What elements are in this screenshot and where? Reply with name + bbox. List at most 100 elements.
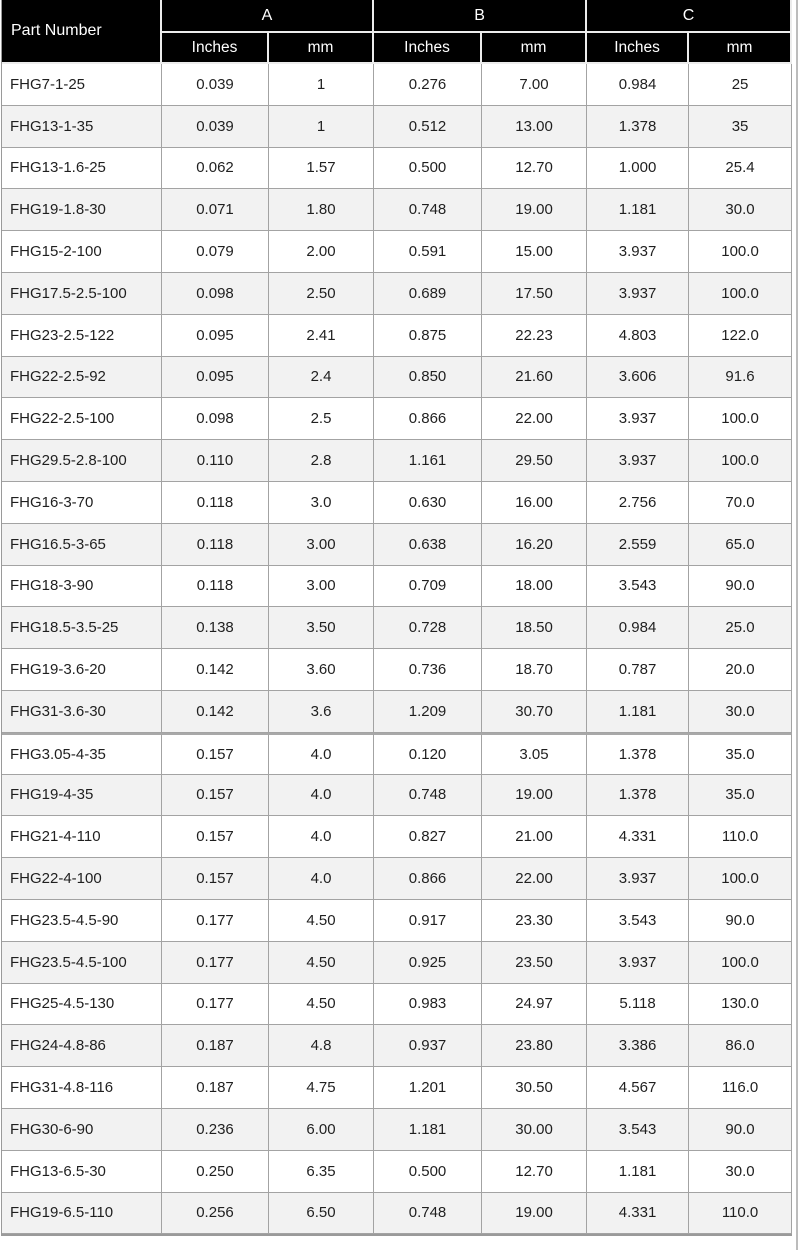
b-mm-cell: 22.00 bbox=[482, 858, 588, 900]
b-mm-cell: 12.70 bbox=[482, 147, 588, 190]
group-header-a: A bbox=[162, 0, 375, 33]
b-mm-cell: 23.50 bbox=[482, 941, 588, 984]
table-row: FHG17.5-2.5-100 0.098 2.50 0.689 17.50 3.937 1… bbox=[2, 272, 793, 315]
b-mm-cell: 3.05 bbox=[482, 732, 588, 775]
a-mm-cell: 1.80 bbox=[269, 189, 375, 232]
table-row: FHG15-2-100 0.079 2.00 0.591 15.00 3.937 100.0 bbox=[2, 231, 793, 273]
part-number-cell: FHG13-1-35 bbox=[2, 105, 162, 148]
b-inches-cell: 0.120 bbox=[374, 732, 483, 775]
table-row: FHG30-6-90 0.236 6.00 1.181 30.00 3.543 90.0 bbox=[2, 1108, 793, 1151]
part-number-cell: FHG30-6-90 bbox=[2, 1108, 162, 1151]
a-mm-cell: 4.0 bbox=[269, 732, 375, 775]
table-row: FHG23-2.5-122 0.095 2.41 0.875 22.23 4.803 122… bbox=[2, 314, 793, 357]
part-number-cell: FHG16-3-70 bbox=[2, 481, 162, 524]
a-mm-cell: 3.0 bbox=[269, 481, 375, 524]
a-inches-cell: 0.142 bbox=[162, 690, 269, 733]
b-mm-cell: 23.80 bbox=[482, 1025, 588, 1068]
b-inches-cell: 0.937 bbox=[374, 1025, 483, 1068]
a-inches-cell: 0.071 bbox=[162, 189, 269, 232]
table-row: FHG13-1-35 0.039 1 0.512 13.00 1.378 35 bbox=[2, 105, 793, 148]
part-number-cell: FHG3.05-4-35 bbox=[2, 732, 162, 775]
c-inches-cell: 3.543 bbox=[587, 899, 690, 942]
group-header-c: C bbox=[587, 0, 793, 33]
a-mm-cell: 3.00 bbox=[269, 523, 375, 566]
part-number-cell: FHG18-3-90 bbox=[2, 565, 162, 608]
b-inches-cell: 0.748 bbox=[374, 189, 483, 232]
a-mm-cell: 3.6 bbox=[269, 690, 375, 733]
part-number-cell: FHG21-4-110 bbox=[2, 816, 162, 859]
a-mm-cell: 2.8 bbox=[269, 440, 375, 482]
table-row: FHG22-2.5-100 0.098 2.5 0.866 22.00 3.937 100.… bbox=[2, 398, 793, 441]
part-number-cell: FHG22-4-100 bbox=[2, 858, 162, 900]
b-inches-cell: 0.748 bbox=[374, 774, 483, 817]
c-mm-cell: 70.0 bbox=[689, 481, 793, 524]
a-mm-cell: 6.00 bbox=[269, 1108, 375, 1151]
b-inches-cell: 0.866 bbox=[374, 858, 483, 900]
table-row: FHG7-1-25 0.039 1 0.276 7.00 0.984 25 bbox=[2, 64, 793, 106]
c-mm-cell: 86.0 bbox=[689, 1025, 793, 1068]
b-inches-cell: 0.983 bbox=[374, 983, 483, 1026]
b-mm-cell: 30.70 bbox=[482, 690, 588, 733]
b-mm-cell: 12.70 bbox=[482, 1150, 588, 1193]
a-inches-cell: 0.118 bbox=[162, 481, 269, 524]
c-mm-cell: 122.0 bbox=[689, 314, 793, 357]
a-inches-cell: 0.187 bbox=[162, 1025, 269, 1068]
c-mm-cell: 65.0 bbox=[689, 523, 793, 566]
b-mm-cell: 22.00 bbox=[482, 398, 588, 441]
a-inches-cell: 0.157 bbox=[162, 858, 269, 900]
b-mm-cell: 17.50 bbox=[482, 272, 588, 315]
part-number-cell: FHG23-2.5-122 bbox=[2, 314, 162, 357]
b-inches-cell: 0.917 bbox=[374, 899, 483, 942]
a-mm-cell: 2.5 bbox=[269, 398, 375, 441]
a-mm-cell: 4.50 bbox=[269, 941, 375, 984]
c-inches-cell: 0.787 bbox=[587, 649, 690, 691]
a-inches-cell: 0.062 bbox=[162, 147, 269, 190]
b-mm-cell: 19.00 bbox=[482, 774, 588, 817]
a-inches-cell: 0.157 bbox=[162, 774, 269, 817]
table-row: FHG19-4-35 0.157 4.0 0.748 19.00 1.378 35.0 bbox=[2, 774, 793, 817]
c-inches-cell: 3.937 bbox=[587, 231, 690, 273]
b-inches-cell: 1.201 bbox=[374, 1067, 483, 1109]
c-inches-header: Inches bbox=[587, 33, 690, 64]
a-inches-cell: 0.095 bbox=[162, 314, 269, 357]
a-inches-cell: 0.157 bbox=[162, 732, 269, 775]
a-mm-header: mm bbox=[269, 33, 375, 64]
b-inches-cell: 0.500 bbox=[374, 1150, 483, 1193]
c-mm-cell: 100.0 bbox=[689, 398, 793, 441]
c-inches-cell: 2.756 bbox=[587, 481, 690, 524]
part-number-cell: FHG31-4.8-116 bbox=[2, 1067, 162, 1109]
a-inches-cell: 0.177 bbox=[162, 899, 269, 942]
c-inches-cell: 4.803 bbox=[587, 314, 690, 357]
c-inches-cell: 1.378 bbox=[587, 774, 690, 817]
b-mm-cell: 23.30 bbox=[482, 899, 588, 942]
b-inches-cell: 0.850 bbox=[374, 356, 483, 399]
table-row: FHG31-4.8-116 0.187 4.75 1.201 30.50 4.567 116… bbox=[2, 1067, 793, 1109]
a-inches-cell: 0.039 bbox=[162, 64, 269, 106]
b-mm-cell: 18.50 bbox=[482, 607, 588, 650]
a-mm-cell: 6.35 bbox=[269, 1150, 375, 1193]
b-mm-cell: 18.00 bbox=[482, 565, 588, 608]
c-inches-cell: 3.937 bbox=[587, 858, 690, 900]
c-inches-cell: 0.984 bbox=[587, 64, 690, 106]
b-inches-header: Inches bbox=[374, 33, 483, 64]
a-inches-cell: 0.079 bbox=[162, 231, 269, 273]
b-mm-cell: 21.00 bbox=[482, 816, 588, 859]
table-row: FHG25-4.5-130 0.177 4.50 0.983 24.97 5.118 130… bbox=[2, 983, 793, 1026]
part-number-cell: FHG29.5-2.8-100 bbox=[2, 440, 162, 482]
b-inches-cell: 1.181 bbox=[374, 1108, 483, 1151]
c-inches-cell: 3.937 bbox=[587, 941, 690, 984]
a-mm-cell: 4.75 bbox=[269, 1067, 375, 1109]
table-row: FHG23.5-4.5-100 0.177 4.50 0.925 23.50 3.937 1… bbox=[2, 941, 793, 984]
a-inches-cell: 0.187 bbox=[162, 1067, 269, 1109]
a-inches-cell: 0.250 bbox=[162, 1150, 269, 1193]
table-row: FHG31-3.6-30 0.142 3.6 1.209 30.70 1.181 30.0 bbox=[2, 690, 793, 733]
table-row: FHG19-6.5-110 0.256 6.50 0.748 19.00 4.331 110… bbox=[2, 1192, 793, 1235]
part-number-cell: FHG25-4.5-130 bbox=[2, 983, 162, 1026]
a-inches-cell: 0.110 bbox=[162, 440, 269, 482]
a-mm-cell: 6.50 bbox=[269, 1192, 375, 1235]
b-inches-cell: 0.512 bbox=[374, 105, 483, 148]
c-inches-cell: 3.543 bbox=[587, 565, 690, 608]
b-mm-cell: 13.00 bbox=[482, 105, 588, 148]
part-number-cell: FHG18.5-3.5-25 bbox=[2, 607, 162, 650]
table-row: FHG3.05-4-35 0.157 4.0 0.120 3.05 1.378 35.0 bbox=[2, 732, 793, 775]
